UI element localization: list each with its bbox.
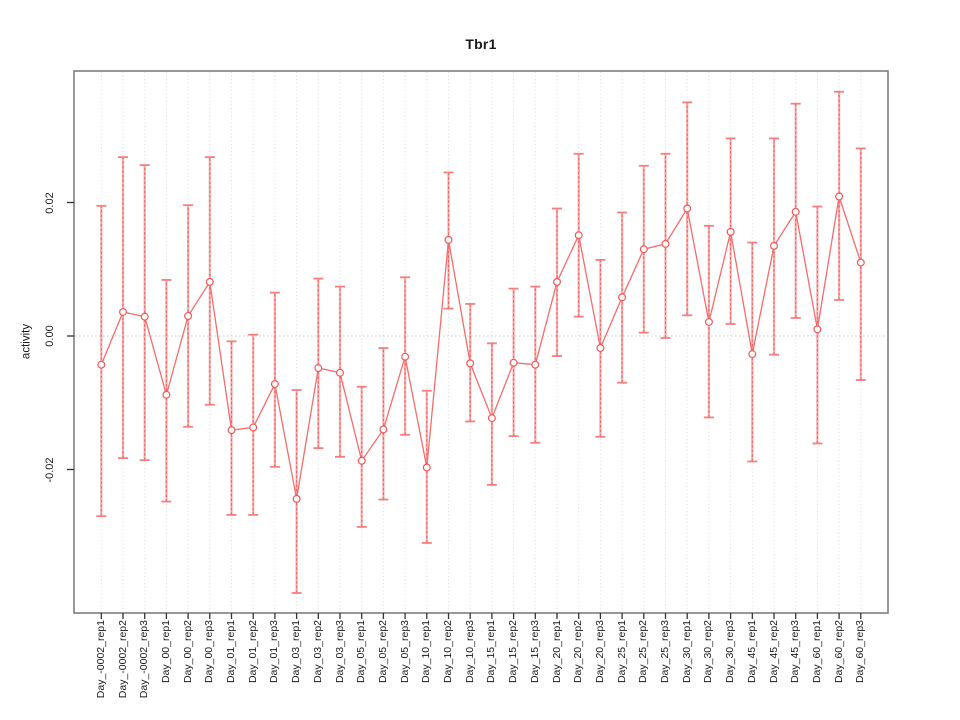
data-point [509, 358, 518, 367]
data-point [292, 494, 301, 503]
data-point [748, 350, 757, 359]
x-tick-label: Day_25_rep2 [637, 620, 650, 684]
data-point [227, 426, 236, 435]
data-point [444, 235, 453, 244]
x-tick-label: Day_45_rep2 [767, 620, 780, 684]
data-point [314, 364, 323, 373]
x-tick-label: Day_20_rep1 [550, 620, 563, 684]
data-point [466, 359, 475, 368]
x-tick-label: Day_15_rep1 [485, 620, 498, 684]
x-tick-label: Day_03_rep3 [333, 620, 346, 684]
x-tick-label: Day_30_rep3 [724, 620, 737, 684]
x-tick-label: Day_00_rep1 [159, 620, 172, 684]
y-tick-label: 0.02 [44, 191, 56, 214]
data-point [683, 204, 692, 213]
data-point [97, 360, 106, 369]
x-tick-label: Day_05_rep1 [355, 620, 368, 684]
data-point [813, 325, 822, 334]
x-tick-label: Day_25_rep1 [615, 620, 628, 684]
x-tick-label: Day_03_rep1 [290, 620, 303, 684]
chart-title: Tbr1 [465, 36, 497, 52]
data-point [487, 414, 496, 423]
x-tick-label: Day_03_rep2 [311, 620, 324, 684]
y-tick-label: 0.00 [44, 325, 56, 347]
data-point [835, 192, 844, 201]
x-tick-label: Day_20_rep2 [572, 620, 585, 684]
x-tick-label: Day_45_rep1 [745, 620, 758, 684]
data-point [639, 245, 648, 254]
data-point [140, 312, 149, 321]
data-point [618, 293, 627, 302]
x-tick-label: Day_00_rep3 [203, 620, 216, 684]
data-point [401, 352, 410, 361]
data-point [596, 344, 605, 353]
x-tick-label: Day_15_rep3 [528, 620, 541, 684]
x-tick-label: Day_60_rep3 [854, 620, 867, 684]
data-point [184, 311, 193, 320]
x-tick-label: Day_01_rep2 [246, 620, 259, 684]
data-point [118, 307, 127, 316]
x-tick-label: Day_00_rep2 [181, 620, 194, 684]
x-tick-label: Day_15_rep2 [507, 620, 520, 684]
data-point [531, 360, 540, 369]
x-tick-label: Day_60_rep2 [832, 620, 845, 684]
y-tick-label: -0.02 [44, 456, 56, 483]
x-tick-label: Day_25_rep3 [659, 620, 671, 684]
x-tick-label: Day_30_rep1 [680, 620, 693, 684]
x-tick-label: Day_60_rep1 [810, 620, 823, 684]
data-point [574, 231, 583, 240]
data-point [552, 277, 561, 286]
data-point [379, 425, 388, 434]
data-point [249, 423, 258, 432]
x-tick-label: Day_20_rep3 [593, 620, 606, 684]
x-tick-label: Day_10_rep3 [463, 620, 476, 684]
x-tick-label: Day_05_rep3 [398, 620, 411, 684]
data-point [704, 317, 713, 326]
data-point [726, 227, 735, 236]
x-tick-label: Day_05_rep2 [376, 620, 389, 684]
data-point [205, 277, 214, 286]
data-point [422, 463, 431, 472]
data-point [336, 368, 345, 377]
x-tick-label: Day_-0002_rep3 [138, 620, 151, 699]
data-point [162, 390, 171, 399]
x-tick-label: Day_-0002_rep1 [94, 620, 107, 699]
x-tick-label: Day_01_rep3 [268, 620, 281, 684]
data-point [661, 239, 670, 248]
data-point [769, 241, 778, 250]
data-point [357, 456, 366, 465]
x-tick-label: Day_45_rep3 [789, 620, 802, 684]
data-point [856, 258, 865, 267]
data-point [270, 380, 279, 389]
data-point [791, 207, 800, 216]
x-tick-label: Day_-0002_rep2 [116, 620, 129, 699]
x-tick-label: Day_10_rep2 [442, 620, 454, 684]
plot-box [73, 70, 889, 614]
series-line [100, 196, 862, 499]
x-tick-label: Day_10_rep1 [420, 620, 433, 684]
x-tick-label: Day_01_rep1 [225, 620, 237, 684]
x-tick-label: Day_30_rep2 [702, 620, 715, 684]
